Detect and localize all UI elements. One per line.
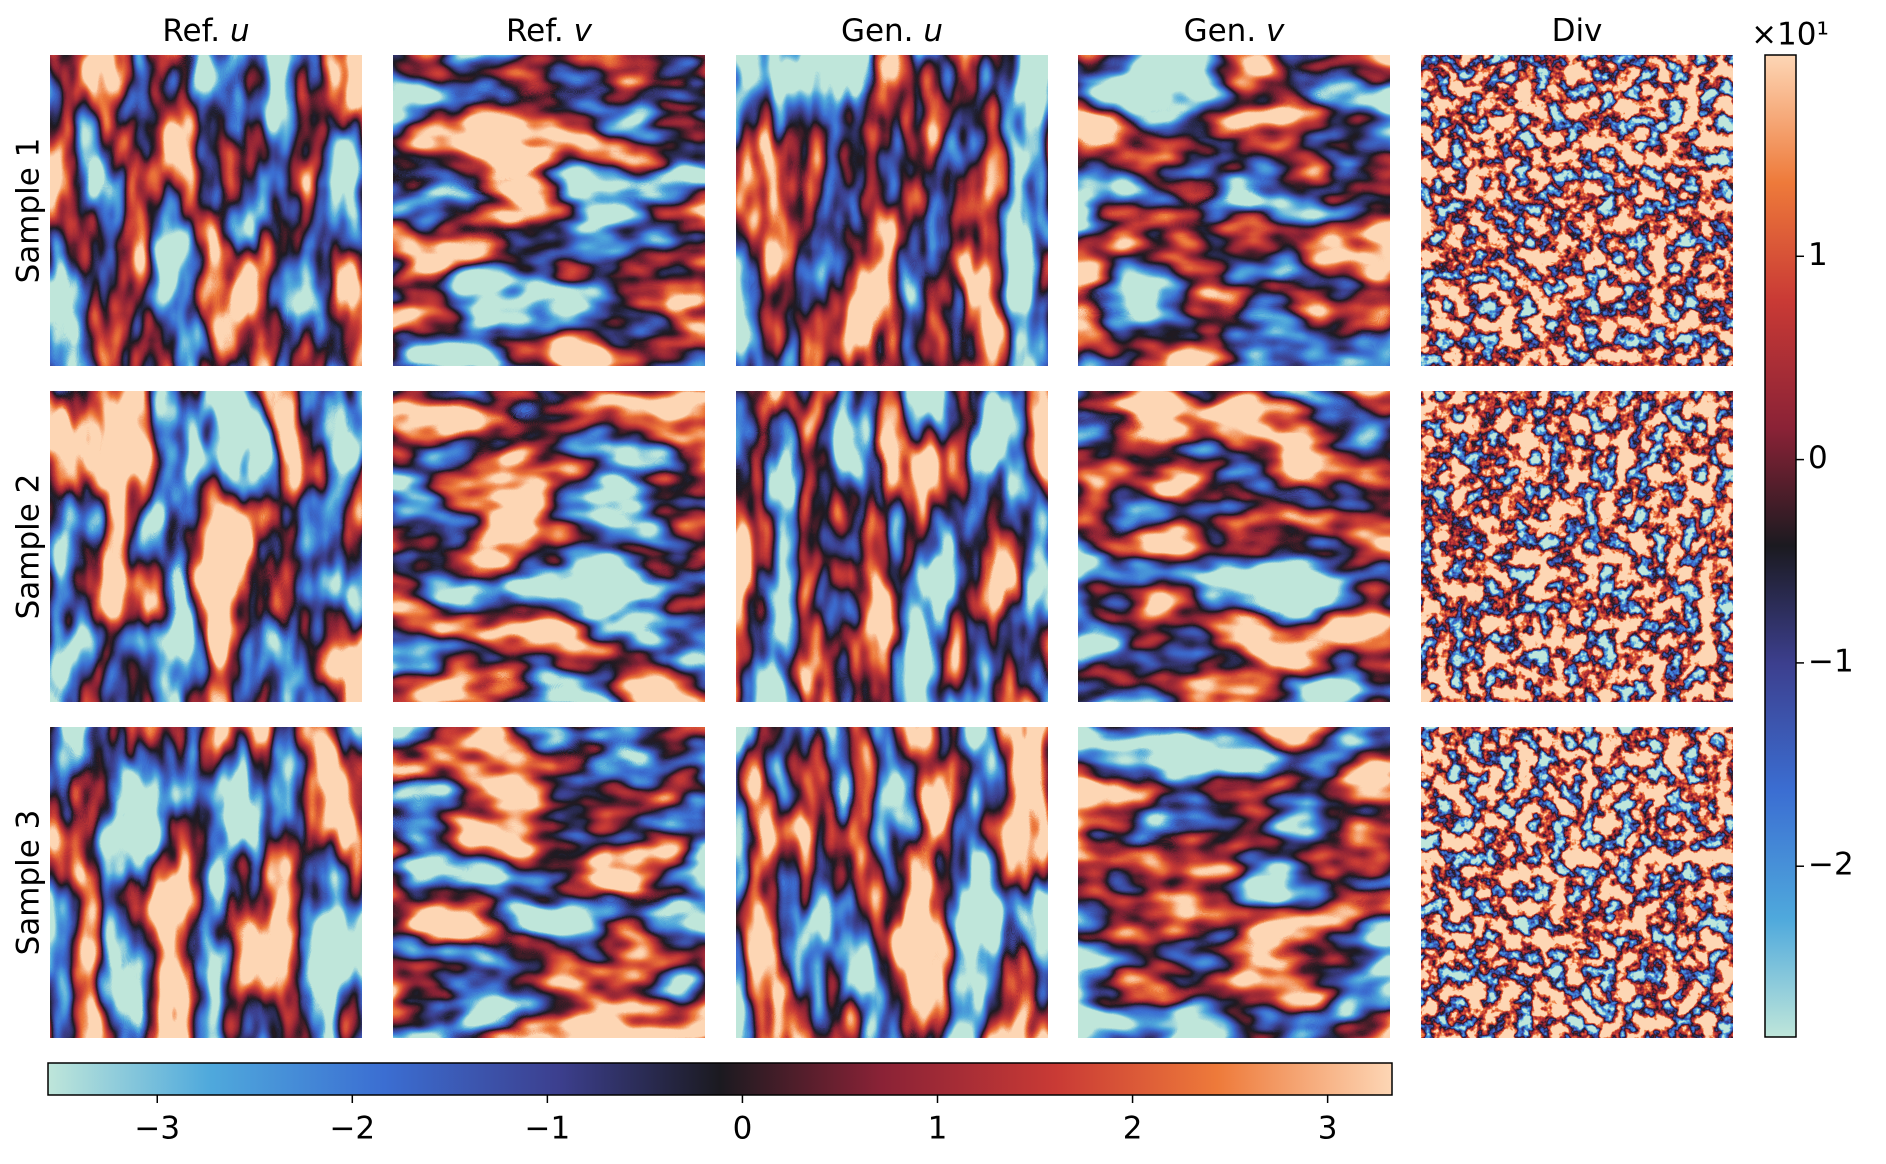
colorbar <box>1764 54 1797 1038</box>
field-image <box>50 727 362 1038</box>
tick-label: −2 <box>329 1111 375 1147</box>
field-image <box>393 391 705 702</box>
field-image <box>1078 55 1390 366</box>
field-image <box>1421 391 1733 702</box>
column-title: Ref. u <box>162 13 249 49</box>
field-image <box>50 391 362 702</box>
tick-label: 0 <box>1808 440 1828 476</box>
tick-label: 0 <box>733 1111 753 1147</box>
field-image <box>393 55 705 366</box>
tick-label: 1 <box>1808 237 1828 273</box>
column-title: Gen. v <box>1184 13 1285 49</box>
column-title: Div <box>1552 13 1603 49</box>
field-image <box>393 727 705 1038</box>
colorbar <box>47 1062 1393 1096</box>
field-image <box>1078 391 1390 702</box>
tick-label: 3 <box>1318 1111 1338 1147</box>
tick-label: 2 <box>1123 1111 1143 1147</box>
tick-label: −3 <box>134 1111 180 1147</box>
tick-label: −1 <box>1808 643 1854 679</box>
title-text: Gen. <box>841 13 914 49</box>
field-image <box>1078 727 1390 1038</box>
field-image <box>736 391 1048 702</box>
field-image <box>736 727 1048 1038</box>
title-var: u <box>230 13 250 49</box>
field-image <box>50 55 362 366</box>
title-var: u <box>923 13 943 49</box>
field-image <box>1421 55 1733 366</box>
tick-label: 1 <box>928 1111 948 1147</box>
field-image <box>736 55 1048 366</box>
column-title: Gen. u <box>841 13 943 49</box>
title-var: v <box>574 13 593 49</box>
title-var: v <box>1266 13 1285 49</box>
tick-label: −2 <box>1808 847 1854 883</box>
row-label: Sample 2 <box>11 474 47 620</box>
offset-label: ×10¹ <box>1751 17 1829 53</box>
column-title: Ref. v <box>506 13 593 49</box>
row-label: Sample 3 <box>11 810 47 956</box>
tick-label: −1 <box>525 1111 571 1147</box>
title-text: Ref. <box>162 13 220 49</box>
title-text: Div <box>1552 13 1603 49</box>
field-image <box>1421 727 1733 1038</box>
title-text: Gen. <box>1184 13 1257 49</box>
title-text: Ref. <box>506 13 564 49</box>
row-label: Sample 1 <box>11 138 47 284</box>
